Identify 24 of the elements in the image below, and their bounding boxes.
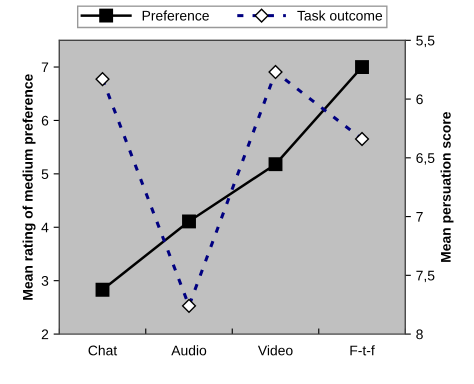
y-tick-label: 4	[41, 222, 48, 232]
y-tick-label: 5	[42, 169, 48, 180]
x-tick-label: F-t-f	[350, 345, 375, 356]
y-tick-label: 7	[42, 62, 48, 72]
y-tick-label: 2	[42, 329, 48, 340]
y2-tick-label: 6,5	[416, 153, 434, 165]
y2-axis-title: Mean persuation score	[440, 112, 454, 262]
y2-tick-label: 5,5	[416, 36, 434, 48]
point	[268, 157, 282, 172]
y2-tick-label: 7,5	[416, 270, 434, 282]
x-tick-label: Video	[258, 345, 293, 356]
y2-tick-label: 8	[416, 329, 423, 340]
x-tick-label: Chat	[88, 345, 118, 356]
y-tick-label: 6	[42, 116, 48, 126]
y2-tick-label: 6	[416, 94, 423, 104]
y-tick-label: 3	[42, 276, 48, 286]
legend-label: Task outcome	[297, 10, 382, 21]
point	[355, 60, 369, 74]
point	[96, 282, 110, 297]
point	[182, 214, 196, 228]
legend-label: Preference	[142, 10, 209, 21]
y2-tick-label: 7	[416, 212, 423, 222]
y-axis-title: Mean rating of medium preference	[22, 74, 36, 300]
x-tick-label: Audio	[171, 345, 206, 356]
